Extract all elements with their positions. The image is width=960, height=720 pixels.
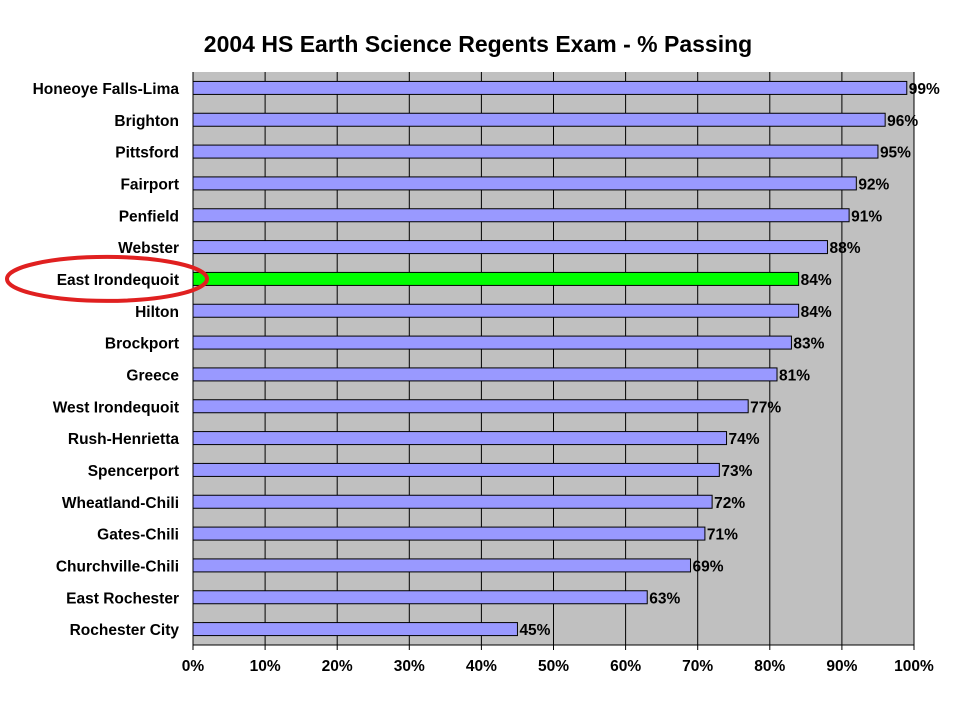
bar-west-irondequoit (192, 399, 749, 414)
value-label: 45% (519, 622, 550, 639)
x-tick-label: 10% (250, 658, 281, 675)
category-label: Hilton (135, 304, 179, 321)
value-labels: 99% 96% 95% 92% 91% 88% 84% 84% 83% 81% 77% 74% 73% 7… (519, 81, 940, 639)
category-label: Brockport (105, 336, 179, 353)
category-label: Churchville-Chili (56, 558, 179, 575)
x-tick-label: 50% (538, 658, 569, 675)
bar-east-rochester (192, 590, 648, 605)
bar-brighton (192, 112, 886, 127)
bar-churchville-chili (192, 558, 691, 573)
bars (192, 80, 908, 637)
x-tick-label: 80% (754, 658, 785, 675)
category-label: Brighton (114, 113, 179, 130)
x-tick-label: 30% (394, 658, 425, 675)
category-label: Gates-Chili (97, 527, 179, 544)
bar-greece (192, 367, 778, 382)
bar-penfield (192, 208, 850, 223)
bar-wheatland-chili (192, 494, 713, 509)
value-label: 74% (729, 431, 760, 448)
category-label: West Irondequoit (53, 399, 179, 416)
value-label: 63% (649, 590, 680, 607)
category-label: Penfield (119, 208, 179, 225)
category-label: Rush-Henrietta (68, 431, 179, 448)
category-label: Greece (126, 367, 179, 384)
category-label: Pittsford (115, 145, 179, 162)
category-labels: Honeoye Falls-Lima Brighton Pittsford Fairp… (33, 81, 180, 639)
bar-hilton (192, 303, 800, 318)
value-label: 77% (750, 399, 781, 416)
value-label: 84% (801, 304, 832, 321)
x-tick-label: 20% (322, 658, 353, 675)
gridlines (192, 72, 915, 645)
bar-east-irondequoit (192, 271, 800, 286)
category-label: Honeoye Falls-Lima (33, 81, 180, 98)
bar-pittsford (192, 144, 879, 159)
bar-webster (192, 240, 828, 255)
x-tick-label: 40% (466, 658, 497, 675)
value-label: 96% (887, 113, 918, 130)
category-label: Wheatland-Chili (62, 495, 179, 512)
category-label: Rochester City (70, 622, 180, 639)
bar-fairport (192, 176, 857, 191)
value-label: 91% (851, 208, 882, 225)
x-tick-label: 60% (610, 658, 641, 675)
value-label: 95% (880, 145, 911, 162)
value-label: 72% (714, 495, 745, 512)
chart-title: 2004 HS Earth Science Regents Exam - % P… (204, 31, 752, 57)
category-label: Spencerport (88, 463, 179, 480)
value-label: 92% (858, 176, 889, 193)
x-tick-label: 0% (182, 658, 205, 675)
bar-gates-chili (192, 526, 706, 541)
x-tick-label: 70% (682, 658, 713, 675)
bar-spencerport (192, 462, 720, 477)
value-label: 99% (909, 81, 940, 98)
x-tick-label: 100% (894, 658, 934, 675)
value-label: 88% (829, 240, 860, 257)
category-label: East Rochester (66, 590, 179, 607)
bar-rochester-city (192, 622, 518, 637)
category-label: Webster (118, 240, 179, 257)
bar-rush-henrietta (192, 431, 728, 446)
value-label: 73% (721, 463, 752, 480)
category-label: East Irondequoit (57, 272, 179, 289)
highlight-ellipse (5, 254, 209, 303)
value-label: 81% (779, 367, 810, 384)
value-label: 84% (801, 272, 832, 289)
bar-honeoye-falls-lima (192, 80, 908, 95)
x-axis: 0% 10% 20% 30% 40% 50% 60% 70% 80% 90% 100% (182, 644, 934, 675)
category-label: Fairport (120, 176, 179, 193)
x-tick-label: 90% (826, 658, 857, 675)
value-label: 69% (692, 558, 723, 575)
value-label: 83% (793, 336, 824, 353)
bar-brockport (192, 335, 792, 350)
value-label: 71% (707, 527, 738, 544)
